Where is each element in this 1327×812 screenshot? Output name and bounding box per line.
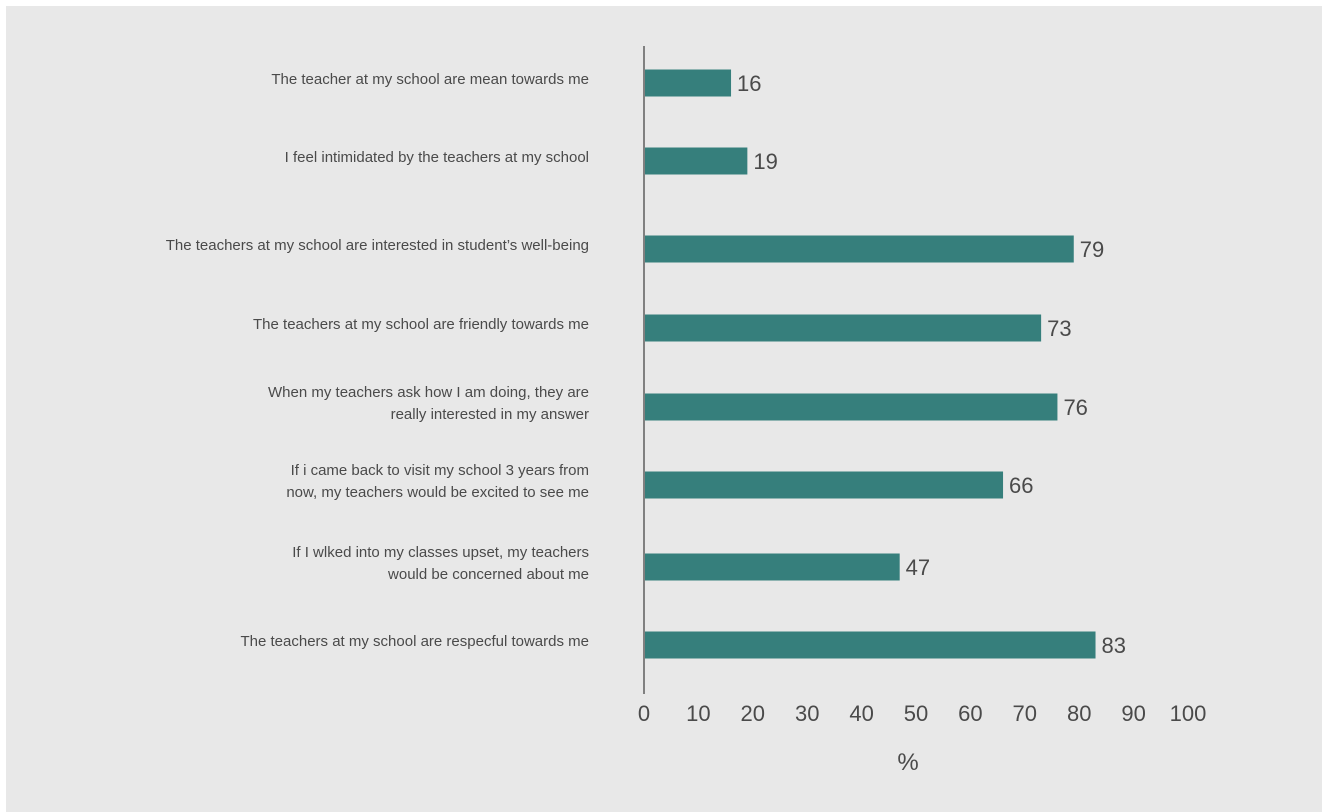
x-tick-label: 50	[904, 701, 928, 726]
data-label: 47	[906, 555, 930, 580]
x-tick-label: 70	[1013, 701, 1037, 726]
category-label-line: really interested in my answer	[390, 406, 589, 423]
category-label-line: I feel intimidated by the teachers at my…	[284, 149, 589, 166]
data-label: 66	[1009, 473, 1033, 498]
category-label: When my teachers ask how I am doing, the…	[268, 382, 589, 426]
x-tick-label: 10	[686, 701, 710, 726]
x-tick-label: 90	[1121, 701, 1145, 726]
bar-chart: 16 19 79 73 76 66 47 83 0 10 20 30 40 50 60 70 80 90 100%	[638, 46, 1207, 776]
category-label-line: When my teachers ask how I am doing, the…	[268, 384, 589, 401]
chart-panel: The teacher at my school are mean toward…	[6, 6, 1322, 812]
x-tick-label: 60	[958, 701, 982, 726]
bar	[644, 553, 900, 581]
data-label: 83	[1102, 633, 1126, 658]
category-label-line: The teachers at my school are interested…	[165, 237, 589, 254]
bar	[644, 147, 748, 175]
bar	[644, 393, 1058, 421]
category-label-line: now, my teachers would be excited to see…	[286, 484, 589, 501]
x-tick-label: 20	[741, 701, 765, 726]
bar	[644, 631, 1096, 659]
category-label: The teacher at my school are mean toward…	[271, 69, 589, 91]
category-label-line: The teachers at my school are respecful …	[240, 633, 590, 650]
x-tick-label: 100	[1170, 701, 1207, 726]
data-label: 76	[1063, 395, 1087, 420]
bar	[644, 471, 1004, 499]
category-label-line: The teachers at my school are friendly t…	[253, 316, 589, 333]
category-label: The teachers at my school are respecful …	[241, 631, 590, 653]
category-label: The teachers at my school are friendly t…	[253, 314, 589, 336]
x-tick-label: 30	[795, 701, 819, 726]
data-label: 79	[1080, 237, 1104, 262]
x-tick-label: 80	[1067, 701, 1091, 726]
category-label: I feel intimidated by the teachers at my…	[285, 147, 589, 169]
bar	[644, 235, 1074, 263]
category-label: If i came back to visit my school 3 year…	[286, 460, 589, 504]
x-tick-label: 0	[638, 701, 650, 726]
data-label: 19	[753, 149, 777, 174]
x-axis-label: %	[897, 749, 918, 776]
x-tick-label: 40	[849, 701, 873, 726]
bar	[644, 314, 1042, 342]
category-label-line: would be concerned about me	[388, 566, 589, 583]
category-label: If I wlked into my classes upset, my tea…	[292, 542, 589, 586]
category-label-line: If i came back to visit my school 3 year…	[290, 462, 589, 479]
category-label: The teachers at my school are interested…	[166, 235, 589, 257]
category-label-line: The teacher at my school are mean toward…	[271, 71, 589, 88]
data-label: 73	[1047, 316, 1071, 341]
category-label-line: If I wlked into my classes upset, my tea…	[292, 544, 589, 561]
data-label: 16	[737, 71, 761, 96]
bar	[644, 69, 732, 97]
